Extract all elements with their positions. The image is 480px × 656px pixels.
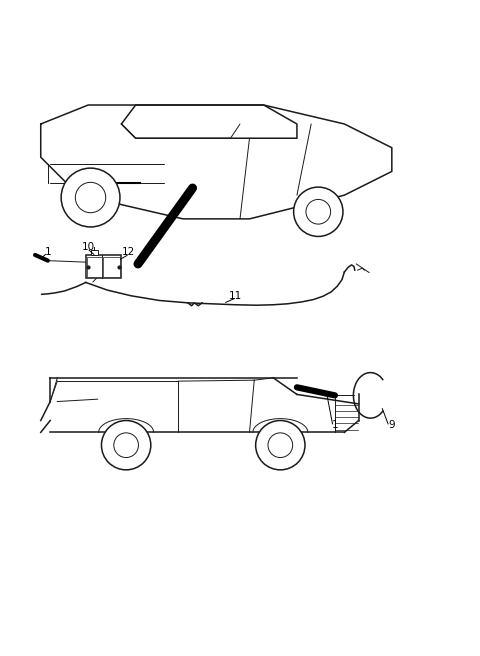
Circle shape [294,187,343,236]
Circle shape [268,433,293,457]
Text: 10: 10 [82,242,95,253]
Text: 11: 11 [228,291,242,300]
Text: 1: 1 [332,420,338,430]
Text: 12: 12 [122,247,135,257]
Circle shape [61,168,120,227]
Circle shape [256,420,305,470]
Bar [103,257,120,277]
Text: 9: 9 [388,420,395,430]
Bar [91,250,98,255]
Bar [86,255,121,278]
Circle shape [101,420,151,470]
Bar [87,257,102,277]
Text: 1: 1 [45,247,51,257]
Circle shape [306,199,331,224]
Circle shape [75,182,106,213]
Circle shape [114,433,138,457]
